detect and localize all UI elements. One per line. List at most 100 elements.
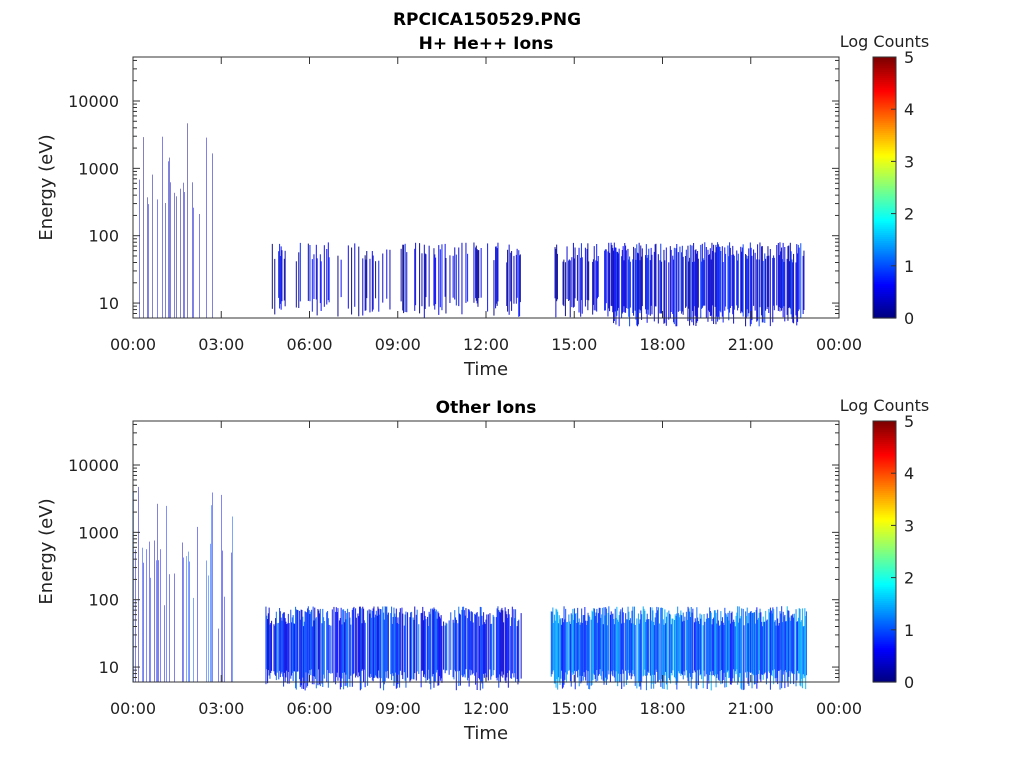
x-tick-label: 15:00 bbox=[551, 699, 597, 718]
spectrogram-stripe bbox=[790, 615, 792, 672]
spectrogram-stripe bbox=[593, 246, 595, 311]
spectrogram-stripe bbox=[402, 244, 404, 311]
spectrogram-stripe bbox=[370, 609, 372, 674]
spectrogram-stripe bbox=[351, 609, 353, 687]
spectrogram-stripe bbox=[420, 613, 422, 688]
spectrogram-stripe bbox=[489, 613, 491, 670]
spectrogram-stripe bbox=[672, 618, 674, 671]
colorbar-segment bbox=[873, 429, 896, 432]
colorbar-segment bbox=[873, 490, 896, 493]
spectrogram-stripe bbox=[273, 624, 275, 672]
spectrogram-stripe bbox=[805, 616, 807, 690]
spectrogram-stripe bbox=[697, 617, 699, 671]
colorbar-segment bbox=[873, 152, 896, 156]
spectrogram-stripe bbox=[615, 247, 617, 325]
spectrogram-stripe bbox=[791, 259, 793, 319]
spectrogram-stripe bbox=[402, 613, 404, 680]
colorbar-segment bbox=[873, 136, 896, 140]
spectrogram-stripe bbox=[581, 608, 583, 682]
spectrogram-stripe bbox=[459, 614, 461, 686]
spectrogram-stripe bbox=[595, 612, 597, 682]
spectrogram-stripe bbox=[571, 257, 573, 308]
spectrogram-stripe bbox=[423, 611, 425, 675]
spectrogram-stripe bbox=[492, 614, 494, 676]
spectrogram-stripe bbox=[787, 610, 789, 687]
spectrogram-stripe bbox=[719, 247, 721, 311]
spectrogram-stripe bbox=[477, 250, 479, 307]
spectrogram-stripe bbox=[518, 250, 520, 317]
spectrogram-stripe bbox=[439, 618, 441, 681]
colorbar-segment bbox=[873, 203, 896, 207]
spectrogram-stripe bbox=[601, 614, 603, 680]
colorbar-segment bbox=[873, 240, 896, 244]
spectrogram-stripe bbox=[164, 605, 165, 682]
spectrogram-stripe bbox=[676, 613, 678, 690]
colorbar-segment bbox=[873, 116, 896, 119]
colorbar-segment bbox=[873, 655, 896, 659]
spectrogram-stripe bbox=[792, 613, 794, 674]
spectrogram-stripe bbox=[609, 614, 611, 683]
spectrogram-stripe bbox=[439, 616, 441, 677]
spectrogram-stripe bbox=[143, 137, 144, 318]
colorbar-segment bbox=[873, 181, 896, 185]
spectrogram-stripe bbox=[313, 620, 315, 685]
spectrogram-stripe bbox=[629, 256, 631, 327]
spectrogram-stripe bbox=[279, 611, 281, 678]
spectrogram-stripe bbox=[623, 622, 625, 687]
colorbar-segment bbox=[873, 122, 896, 125]
spectrogram-stripe bbox=[604, 249, 606, 311]
spectrogram-stripe bbox=[553, 614, 555, 684]
spectrogram-stripe bbox=[789, 617, 791, 671]
spectrogram-stripe bbox=[343, 622, 345, 673]
spectrogram-stripe bbox=[316, 258, 318, 316]
spectrogram-stripe bbox=[733, 619, 735, 670]
spectrogram-stripe bbox=[275, 611, 277, 681]
spectrogram-stripe bbox=[795, 262, 797, 316]
spectrogram-stripe bbox=[751, 255, 753, 321]
y-tick-label: 10 bbox=[99, 294, 119, 313]
spectrogram-stripe bbox=[722, 262, 724, 323]
colorbar-segment bbox=[873, 307, 896, 311]
spectrogram-stripe bbox=[685, 256, 687, 308]
spectrogram-stripe bbox=[708, 618, 710, 684]
spectrogram-stripe bbox=[363, 620, 365, 670]
spectrogram-stripe bbox=[697, 258, 699, 308]
colorbar-segment bbox=[873, 557, 896, 561]
spectrogram-stripe bbox=[504, 607, 506, 681]
colorbar-segment bbox=[873, 624, 896, 628]
spectrogram-stripe bbox=[424, 253, 426, 309]
spectrogram-stripe bbox=[741, 608, 743, 690]
spectrogram-stripe bbox=[623, 260, 625, 307]
colorbar-segment bbox=[873, 512, 896, 516]
spectrogram-stripe bbox=[554, 247, 556, 299]
spectrogram-stripe bbox=[315, 244, 317, 300]
spectrogram-stripe bbox=[347, 245, 349, 309]
colorbar-segment bbox=[873, 663, 896, 667]
spectrogram-stripe bbox=[299, 242, 301, 302]
spectrogram-stripe bbox=[700, 618, 702, 675]
spectrogram-stripe bbox=[315, 617, 317, 689]
spectrogram-stripe bbox=[615, 618, 617, 672]
colorbar-segment bbox=[873, 167, 896, 170]
spectrogram-stripe bbox=[506, 262, 508, 306]
colorbar-segment bbox=[873, 218, 896, 221]
spectrogram-stripe bbox=[646, 257, 648, 323]
spectrogram-stripe bbox=[645, 622, 647, 676]
colorbar-segment bbox=[873, 669, 896, 673]
spectrogram-stripe bbox=[576, 255, 578, 301]
colorbar-segment bbox=[873, 250, 896, 254]
spectrogram-stripe bbox=[645, 619, 647, 691]
spectrogram-stripe bbox=[729, 242, 731, 313]
spectrogram-stripe bbox=[695, 621, 697, 689]
spectrogram-stripe bbox=[502, 610, 504, 678]
spectrogram-stripe bbox=[612, 613, 614, 677]
spectrogram-stripe bbox=[183, 182, 184, 318]
spectrogram-stripe bbox=[663, 624, 665, 689]
colorbar-segment bbox=[873, 103, 896, 107]
spectrogram-stripe bbox=[665, 247, 667, 326]
spectrogram-stripe bbox=[656, 606, 658, 672]
spectrogram-stripe bbox=[621, 256, 623, 318]
spectrogram-stripe bbox=[720, 611, 722, 685]
colorbar-segment bbox=[873, 578, 896, 581]
spectrogram-stripe bbox=[700, 244, 702, 319]
